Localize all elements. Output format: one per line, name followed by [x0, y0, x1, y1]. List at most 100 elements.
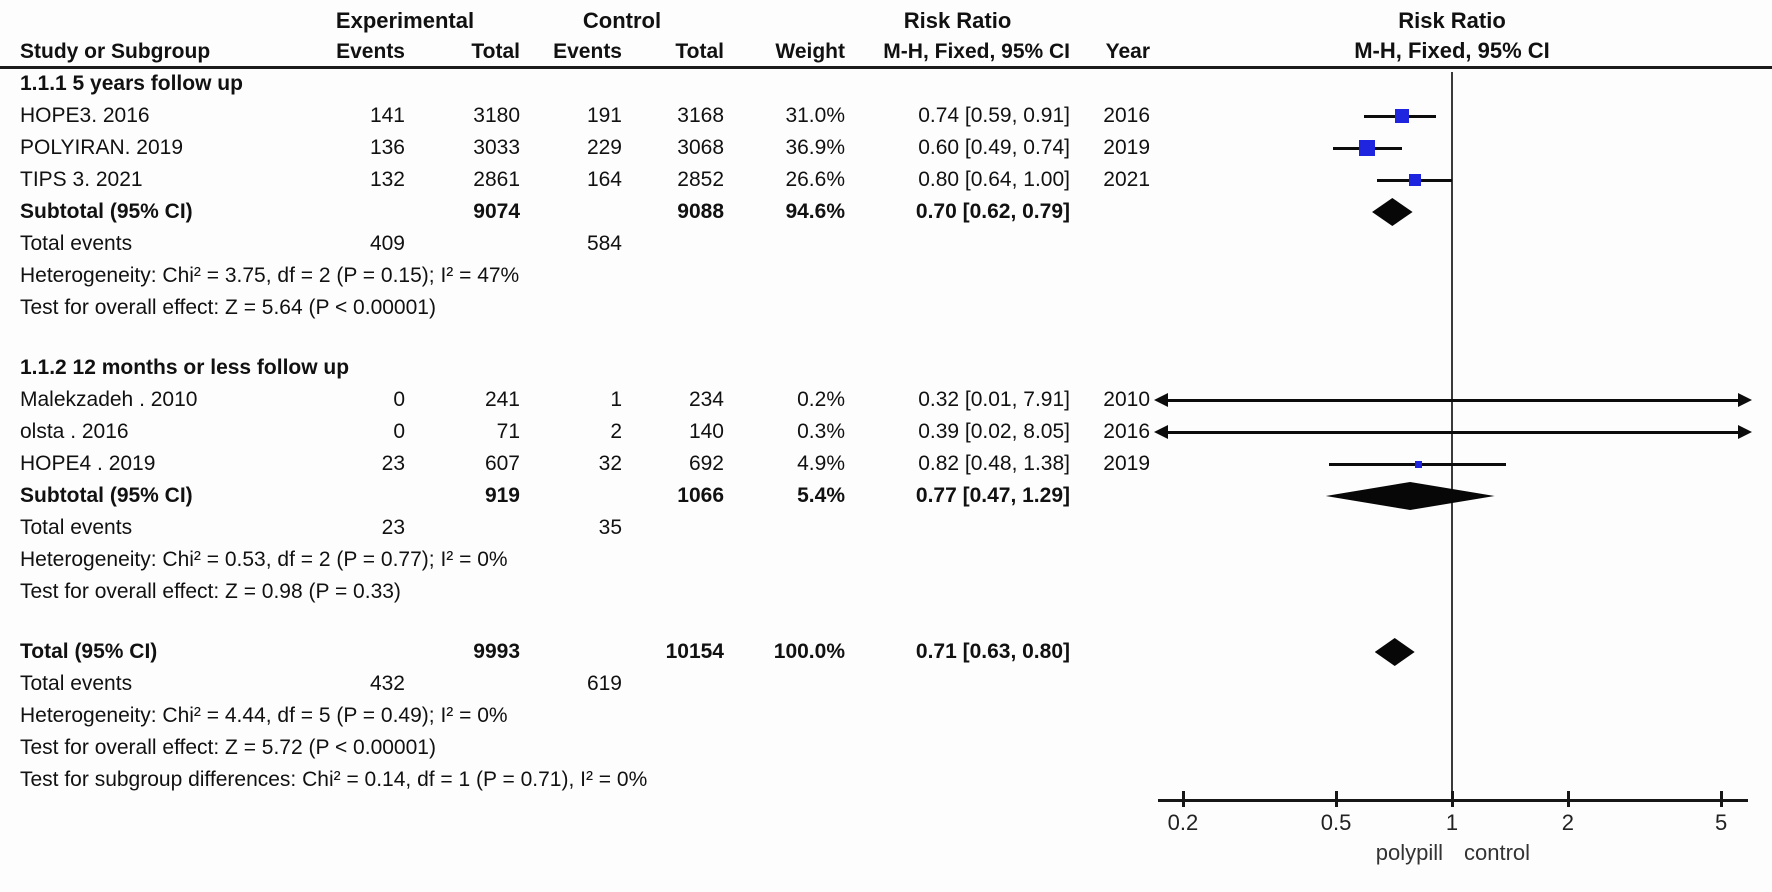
cell: 94.6% [785, 200, 845, 223]
cell: 2016 [1103, 104, 1150, 127]
cell: 692 [688, 452, 724, 475]
cell: 607 [484, 452, 520, 475]
cell: 2861 [473, 168, 520, 191]
table-row-study: POLYIRAN. 2019 136 3033 229 3068 36.9% 0.60 [0… [20, 132, 1150, 164]
col-exp-total: Total [471, 40, 520, 63]
cell: HOPE3. 2016 [20, 104, 150, 127]
table-row-subgroup_header: 1.1.2 12 months or less follow up [20, 352, 1150, 384]
cell: 3068 [677, 136, 724, 159]
subtotal-diamond [1372, 198, 1413, 226]
table-row-total_events: Total events 432 619 [20, 668, 1150, 700]
cell: 0.80 [0.64, 1.00] [918, 168, 1070, 191]
cell: 0 [393, 420, 405, 443]
group-header-experimental: Experimental [335, 8, 475, 33]
subtotal-diamond [1325, 482, 1495, 510]
cell: Total events [20, 672, 133, 695]
cell: 0.2% [797, 388, 845, 411]
cell: 32 [598, 452, 622, 475]
axis-tick [1335, 791, 1339, 807]
axis-tick [1720, 791, 1724, 807]
cell: Test for overall effect: Z = 0.98 (P = 0… [20, 580, 401, 603]
table-row-note: Test for overall effect: Z = 5.72 (P < 0… [20, 732, 1150, 764]
cell: 0.60 [0.49, 0.74] [918, 136, 1070, 159]
cell: 0.82 [0.48, 1.38] [918, 452, 1070, 475]
cell: 0.32 [0.01, 7.91] [918, 388, 1070, 411]
cell: 26.6% [785, 168, 845, 191]
cell: Heterogeneity: Chi² = 4.44, df = 5 (P = … [20, 704, 508, 727]
table-row-study: TIPS 3. 2021 132 2861 164 2852 26.6% 0.80 [0.6… [20, 164, 1150, 196]
cell: 35 [598, 516, 622, 539]
cell: Heterogeneity: Chi² = 0.53, df = 2 (P = … [20, 548, 508, 571]
cell: 409 [369, 232, 405, 255]
cell: 2019 [1103, 136, 1150, 159]
table-row-note: Heterogeneity: Chi² = 4.44, df = 5 (P = … [20, 700, 1150, 732]
axis-tick-label: 0.2 [1167, 810, 1199, 835]
cell: 0.77 [0.47, 1.29] [915, 484, 1070, 507]
cell: 584 [586, 232, 622, 255]
cell: 2016 [1103, 420, 1150, 443]
cell: Total events [20, 516, 133, 539]
cell: 23 [381, 516, 405, 539]
table-row-subtotal: Subtotal (95% CI) 9074 9088 94.6% 0.70 [0.62… [20, 196, 1150, 228]
effect-estimate-square [1394, 109, 1409, 123]
table-row-total_events: Total events 23 35 [20, 512, 1150, 544]
effect-estimate-square [1415, 460, 1423, 468]
effect-estimate-square [1358, 140, 1375, 156]
ci-arrow-right [1738, 393, 1752, 407]
cell: 0.71 [0.63, 0.80] [915, 640, 1070, 663]
cell: 432 [369, 672, 405, 695]
cell: 23 [381, 452, 405, 475]
ci-arrow-left [1154, 425, 1168, 439]
cell: 919 [484, 484, 520, 507]
cell: Subtotal (95% CI) [20, 200, 193, 223]
cell: TIPS 3. 2021 [20, 168, 143, 191]
axis-tick-label: 0.5 [1320, 810, 1352, 835]
group-header-control: Control [582, 8, 662, 33]
cell: 9993 [473, 640, 520, 663]
col-year: Year [1105, 40, 1150, 63]
cell: 141 [369, 104, 405, 127]
col-exp-events: Events [336, 40, 405, 63]
col-study: Study or Subgroup [20, 40, 211, 63]
cell: 2 [610, 420, 622, 443]
table-row-note: Test for overall effect: Z = 5.64 (P < 0… [20, 292, 1150, 324]
table-row-total: Total (95% CI) 9993 10154 100.0% 0.71 [0.63,… [20, 636, 1150, 668]
col-ci: M-H, Fixed, 95% CI [883, 40, 1070, 63]
cell: 1 [610, 388, 622, 411]
cell: 234 [688, 388, 724, 411]
cell: 36.9% [785, 136, 845, 159]
col-ctrl-total: Total [675, 40, 724, 63]
col-weight: Weight [775, 40, 845, 63]
cell: Total events [20, 232, 133, 255]
table-row-study: olsta . 2016 0 71 2 140 0.3% 0.39 [0.02, 8.05]… [20, 416, 1150, 448]
cell: 71 [496, 420, 520, 443]
group-header-risk-ratio: Risk Ratio [903, 8, 1012, 33]
cell: 164 [586, 168, 622, 191]
cell: 10154 [665, 640, 724, 663]
axis-tick [1451, 791, 1454, 807]
cell: POLYIRAN. 2019 [20, 136, 184, 159]
table-row-subtotal: Subtotal (95% CI) 919 1066 5.4% 0.77 [0.47, … [20, 480, 1150, 512]
table-row-total_events: Total events 409 584 [20, 228, 1150, 260]
cell: 136 [369, 136, 405, 159]
ci-arrow-right [1738, 425, 1752, 439]
cell: Total (95% CI) [20, 640, 158, 663]
cell: olsta . 2016 [20, 420, 129, 443]
cell: 132 [369, 168, 405, 191]
cell: 3180 [473, 104, 520, 127]
cell: Test for overall effect: Z = 5.72 (P < 0… [20, 736, 436, 759]
confidence-interval-line [1168, 399, 1740, 402]
cell: HOPE4 . 2019 [20, 452, 156, 475]
confidence-interval-line [1168, 431, 1740, 434]
table-row-note: Heterogeneity: Chi² = 0.53, df = 2 (P = … [20, 544, 1150, 576]
cell: 1066 [677, 484, 724, 507]
col-ctrl-events: Events [553, 40, 622, 63]
cell: 9088 [677, 200, 724, 223]
axis-tick [1181, 791, 1185, 807]
cell: 241 [484, 388, 520, 411]
axis-tick [1566, 791, 1570, 807]
cell: 3168 [677, 104, 724, 127]
ci-arrow-left [1154, 393, 1168, 407]
cell: 3033 [473, 136, 520, 159]
table-row-note: Test for subgroup differences: Chi² = 0.… [20, 764, 1150, 796]
